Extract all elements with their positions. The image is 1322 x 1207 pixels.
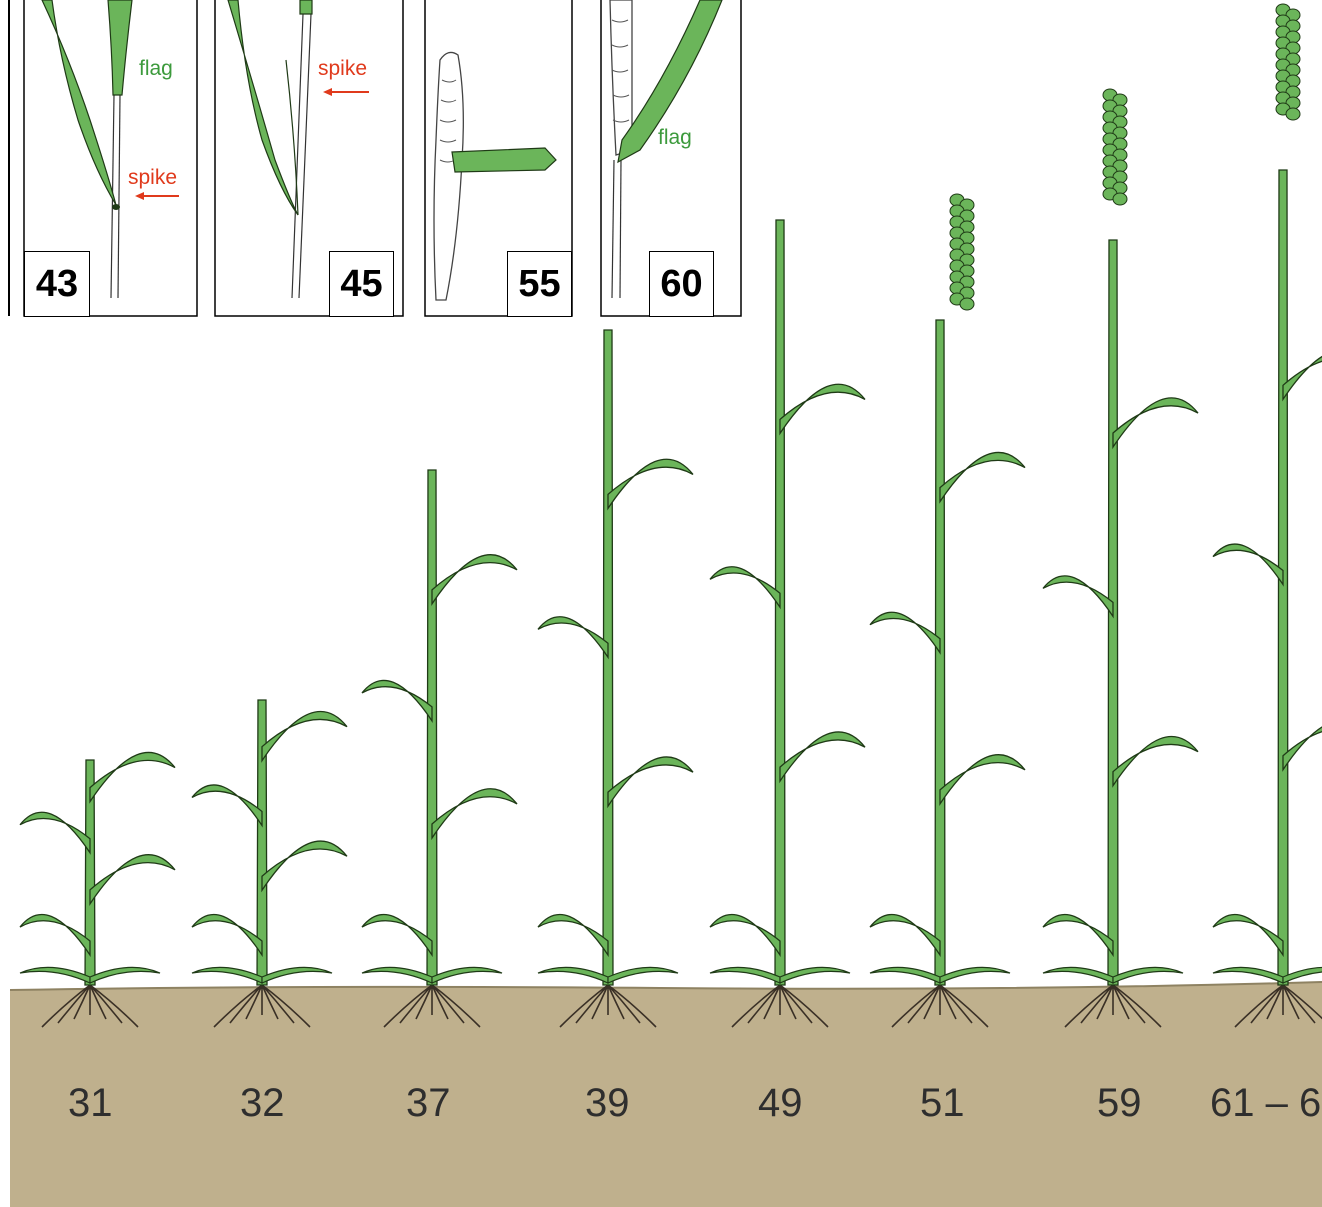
plant-32 — [191, 699, 348, 1028]
stage-label-39: 39 — [585, 1081, 630, 1125]
inset-panel-60 — [600, 0, 742, 317]
inset-number-43: 43 — [24, 251, 90, 317]
spike-arrow-45 — [323, 84, 369, 96]
stage-label-32: 32 — [240, 1081, 285, 1125]
flag-label-43: flag — [139, 57, 173, 80]
soil-band — [10, 982, 1322, 1207]
plant-59 — [1042, 88, 1199, 1028]
plant-61 — [1212, 3, 1322, 1028]
flag-label-60: flag — [658, 126, 692, 149]
stage-label-37: 37 — [406, 1081, 451, 1125]
plant-37 — [361, 469, 518, 1028]
plant-51-spike — [949, 193, 975, 311]
spike-arrow-43 — [135, 188, 179, 200]
stage-label-59: 59 — [1097, 1081, 1142, 1125]
inset-number-45: 45 — [329, 251, 394, 317]
plant-illustrations — [19, 3, 1322, 1028]
soil-surface-line — [9, 981, 1322, 991]
plant-59-spike — [1102, 88, 1128, 206]
stage-label-61: 61 – 6 — [1210, 1081, 1322, 1125]
stage-label-51: 51 — [920, 1081, 965, 1125]
plant-39 — [537, 329, 694, 1028]
plant-31 — [19, 751, 176, 1028]
stage-label-49: 49 — [758, 1081, 803, 1125]
plant-49 — [709, 219, 866, 1028]
spike-label-43: spike — [128, 166, 178, 189]
inset-number-55: 55 — [507, 251, 572, 317]
plant-51 — [869, 193, 1026, 1028]
spike-label-45: spike — [318, 57, 368, 80]
stage-label-31: 31 — [68, 1081, 113, 1125]
plant-61-spike — [1275, 3, 1301, 121]
inset-number-60: 60 — [649, 251, 714, 317]
